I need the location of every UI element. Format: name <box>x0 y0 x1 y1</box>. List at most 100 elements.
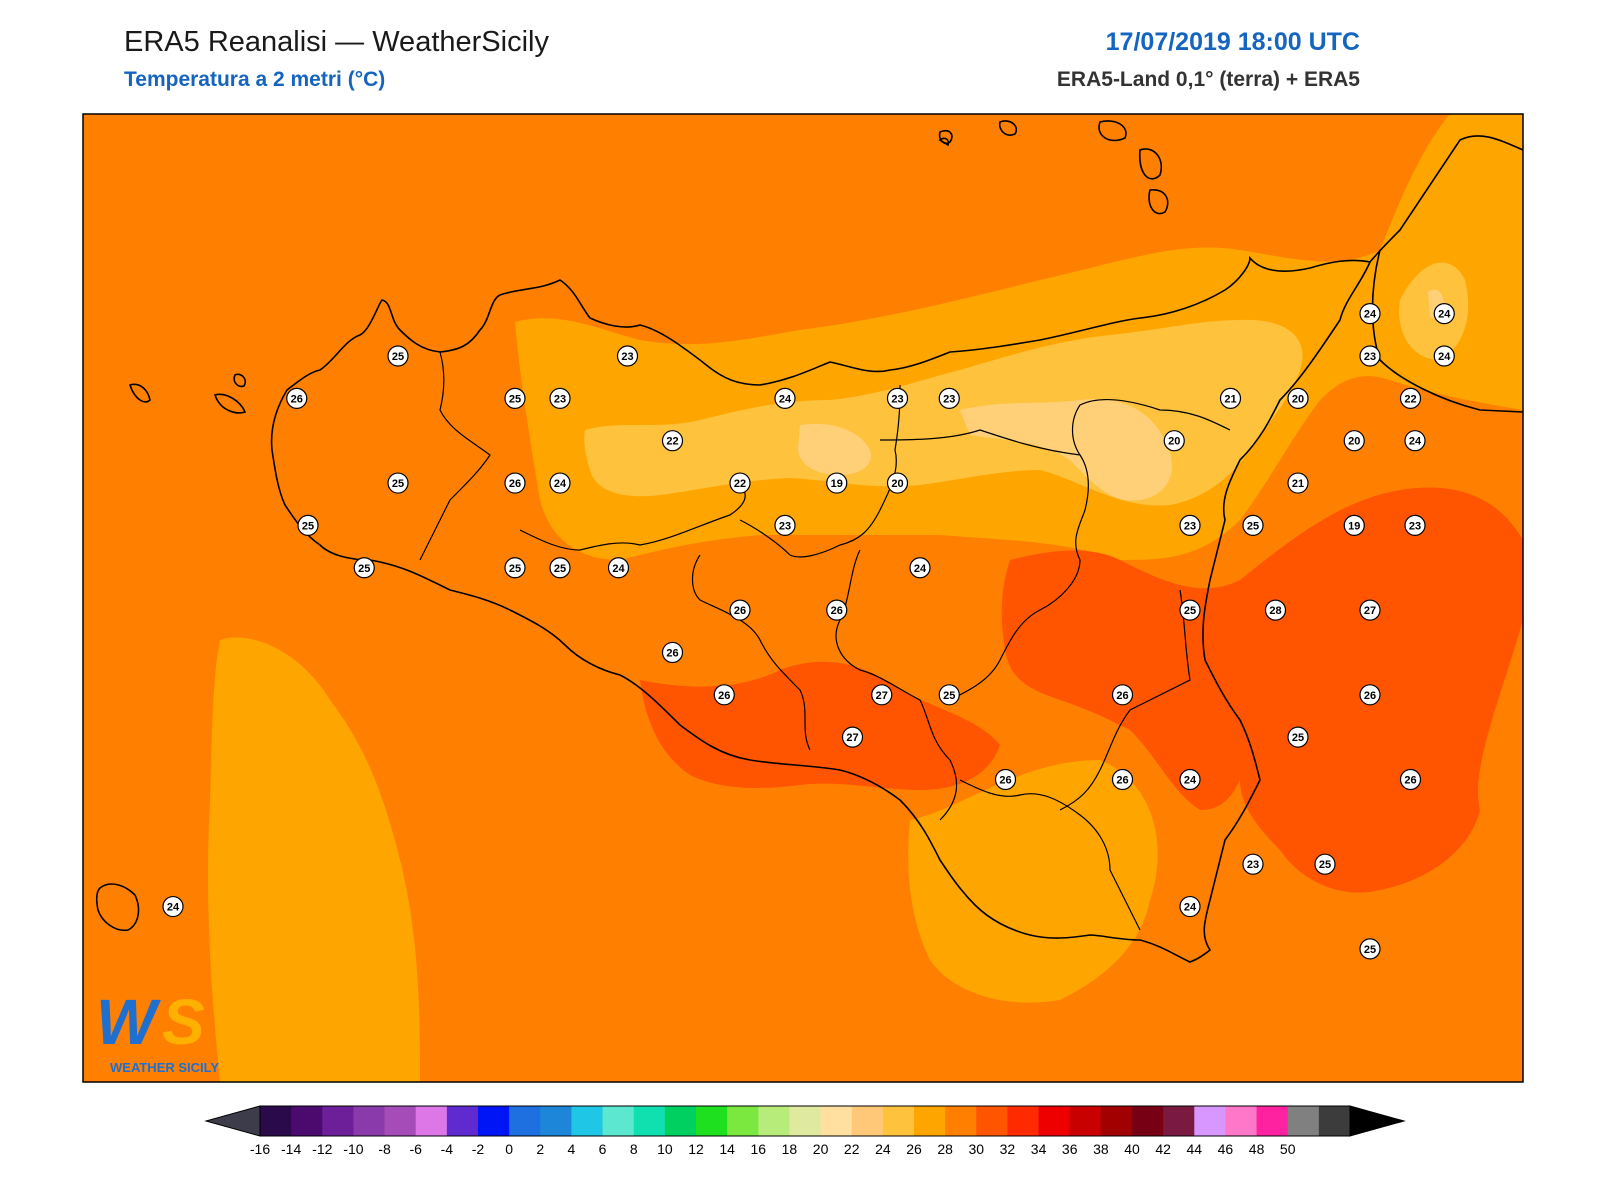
colorbar-tick-label: 0 <box>505 1141 513 1157</box>
colorbar-tick-label: 26 <box>906 1141 922 1157</box>
station-marker: 27 <box>1359 599 1381 621</box>
station-marker: 25 <box>1359 938 1381 960</box>
station-value: 20 <box>1292 393 1304 405</box>
station-marker: 23 <box>774 514 796 537</box>
colorbar-segment <box>1007 1106 1040 1136</box>
station-circle <box>1111 684 1134 706</box>
colorbar-tick-label: 8 <box>630 1141 638 1157</box>
map-field <box>83 114 1523 1082</box>
station-value: 24 <box>1364 309 1377 321</box>
station-circle <box>1287 472 1309 494</box>
station-circle <box>1219 387 1242 409</box>
station-circle <box>504 472 526 494</box>
contour-band-24 <box>208 637 420 1082</box>
station-circle <box>504 557 526 579</box>
station-value: 23 <box>779 520 791 532</box>
colorbar-segment <box>914 1106 946 1136</box>
colorbar-tick-label: 4 <box>568 1141 576 1157</box>
station-marker: 27 <box>841 726 864 748</box>
station-circle <box>1399 387 1422 409</box>
station-circle <box>938 387 960 409</box>
station-value: 26 <box>1116 690 1128 702</box>
station-circle <box>1287 726 1309 748</box>
station-marker: 25 <box>504 387 526 409</box>
colorbar-tick-label: 38 <box>1093 1141 1109 1157</box>
colorbar-tick-label: -10 <box>343 1141 363 1157</box>
station-marker: 24 <box>1359 303 1381 325</box>
colorbar-segment <box>633 1106 666 1136</box>
station-marker: 21 <box>1287 472 1309 494</box>
station-marker: 23 <box>1359 345 1381 367</box>
colorbar-segment <box>945 1106 977 1136</box>
station-marker: 25 <box>549 557 571 579</box>
station-circle <box>1359 303 1381 325</box>
station-circle <box>886 472 909 494</box>
station-value: 25 <box>1319 859 1331 871</box>
colorbar-segment <box>446 1106 479 1136</box>
colorbar-tick-label: 46 <box>1218 1141 1234 1157</box>
station-circle <box>549 557 571 579</box>
station-value: 26 <box>999 775 1011 787</box>
station-marker: 25 <box>504 557 526 579</box>
station-circle <box>1242 853 1264 875</box>
station-circle <box>286 387 308 409</box>
station-circle <box>909 557 931 579</box>
colorbar-tick-label: -6 <box>409 1141 422 1157</box>
station-marker: 24 <box>1433 303 1455 325</box>
station-value: 25 <box>1247 520 1259 532</box>
svg-text:W: W <box>96 986 161 1058</box>
weathersicily-logo: W S WEATHER SICILY <box>96 982 256 1082</box>
station-marker: 25 <box>297 514 319 537</box>
colorbar-segment <box>1318 1106 1351 1136</box>
station-circle <box>713 684 735 706</box>
map-title: ERA5 Reanalisi — WeatherSicily <box>124 26 549 58</box>
station-circle <box>729 472 751 494</box>
station-marker: 24 <box>774 387 796 409</box>
colorbar-tick-label: -14 <box>281 1141 301 1157</box>
station-marker: 26 <box>729 599 751 621</box>
colorbar-segment <box>1225 1106 1258 1136</box>
station-circle <box>1163 430 1185 452</box>
contour-band-20 <box>798 423 871 475</box>
station-value: 22 <box>734 478 746 490</box>
colorbar-tick-label: 32 <box>1000 1141 1016 1157</box>
station-marker: 26 <box>1111 768 1134 791</box>
station-marker: 26 <box>286 387 308 409</box>
station-value: 23 <box>621 351 633 363</box>
station-value: 23 <box>943 393 955 405</box>
station-marker: 20 <box>1287 387 1309 409</box>
contour-band-20 <box>960 399 1172 501</box>
station-marker: 20 <box>1343 430 1365 452</box>
station-marker: 24 <box>1404 430 1426 452</box>
station-marker: 27 <box>871 684 893 706</box>
station-circle <box>1359 599 1381 621</box>
colorbar-segment <box>1256 1106 1289 1136</box>
station-value: 20 <box>1168 436 1180 448</box>
colorbar-tick-label: 40 <box>1124 1141 1140 1157</box>
station-value: 23 <box>1247 859 1259 871</box>
colorbar-tick-label: 28 <box>937 1141 953 1157</box>
station-value: 24 <box>1184 902 1197 914</box>
station-circle <box>297 514 319 537</box>
station-marker: 19 <box>826 472 848 494</box>
contour-band-26 <box>1001 487 1523 893</box>
station-value: 24 <box>612 563 625 575</box>
colorbar-segment <box>1069 1106 1102 1136</box>
station-circle <box>162 895 184 918</box>
station-circle <box>1359 345 1381 367</box>
station-value: 27 <box>876 690 888 702</box>
colorbar-arrow-high <box>1349 1105 1406 1137</box>
station-circle <box>1264 599 1287 621</box>
station-circle <box>1404 514 1426 537</box>
colorbar-segment <box>415 1106 448 1136</box>
station-circle <box>826 599 848 621</box>
station-marker: 23 <box>1242 853 1264 875</box>
colorbar-segment <box>540 1106 572 1136</box>
station-value: 26 <box>734 605 746 617</box>
station-marker: 25 <box>1314 853 1336 875</box>
station-marker: 20 <box>886 472 909 494</box>
station-circle <box>1287 387 1309 409</box>
colorbar-tick-label: 50 <box>1280 1141 1296 1157</box>
colorbar-tick-label: 22 <box>844 1141 860 1157</box>
station-marker: 26 <box>994 768 1017 791</box>
